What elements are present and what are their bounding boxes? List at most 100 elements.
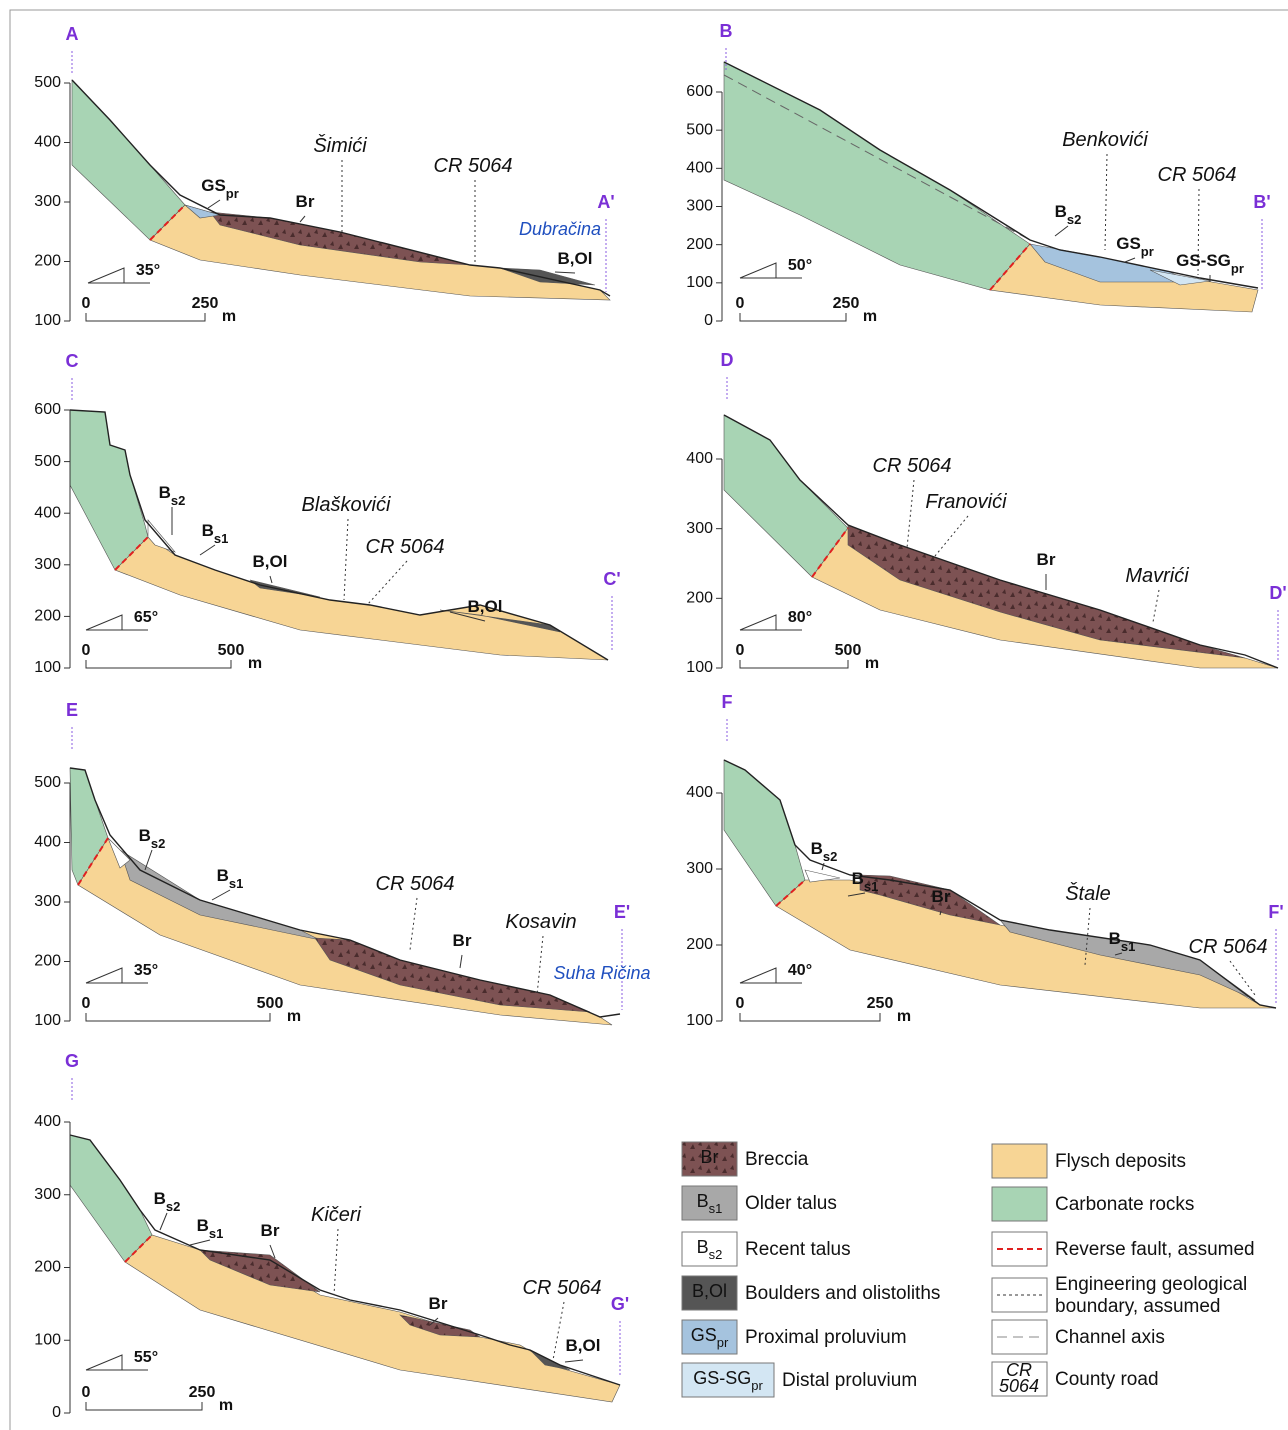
label-unit: Bs2 (1055, 202, 1082, 226)
y-tick-label: 400 (34, 834, 61, 851)
label-unit-main: B,Ol (566, 1336, 601, 1355)
slope-angle: 40° (788, 962, 812, 979)
y-tick-label: 400 (34, 504, 61, 521)
label-place: CR 5064 (434, 155, 513, 177)
label-unit-main: Br (453, 931, 472, 950)
label-place-main: Šimići (313, 134, 367, 157)
y-tick-label: 200 (686, 590, 713, 607)
y-tick-label: 100 (34, 1012, 61, 1029)
label-place-main: Kičeri (311, 1204, 362, 1226)
legend-label: Older talus (745, 1193, 837, 1214)
y-tick-label: 100 (686, 659, 713, 676)
y-tick-label: 0 (52, 1404, 61, 1421)
legend-symbol-main: B (697, 1191, 709, 1211)
label-unit: Bs1 (217, 866, 244, 890)
section-end: A' (597, 192, 614, 212)
scale-unit: m (248, 655, 262, 672)
scale-length: 250 (833, 295, 860, 312)
legend-symbol: B,Ol (692, 1281, 727, 1301)
y-tick-label: 200 (34, 1259, 61, 1276)
leader (334, 1229, 338, 1295)
layer (724, 760, 805, 906)
leader (565, 1360, 583, 1362)
section-end: E' (614, 902, 630, 922)
scale-length: 250 (192, 295, 219, 312)
label-unit: B,Ol (468, 597, 503, 616)
label-unit-main: B (139, 826, 151, 845)
legend-symbol-main: Br (701, 1147, 719, 1167)
legend-symbol-sub: pr (717, 1335, 729, 1350)
label-unit-main: B (154, 1189, 166, 1208)
section-start: D (721, 350, 734, 370)
label-place: CR 5064 (1158, 164, 1237, 186)
y-tick-label: 500 (686, 121, 713, 138)
y-tick-label: 100 (34, 1331, 61, 1348)
legend-swatch (992, 1144, 1047, 1178)
section-start: C (66, 351, 79, 371)
scale-zero: 0 (82, 295, 91, 312)
label-unit-main: B,Ol (558, 249, 593, 268)
label-place-main: CR 5064 (873, 455, 952, 477)
label-place: Štale (1065, 882, 1111, 905)
label-place: CR 5064 (366, 536, 445, 558)
scale-bar (740, 660, 848, 668)
y-tick-label: 500 (34, 774, 61, 791)
label-unit-main: B (197, 1216, 209, 1235)
section-start: F (722, 692, 733, 712)
y-tick-label: 400 (34, 1113, 61, 1130)
section-end: C' (603, 569, 620, 589)
y-tick-label: 200 (34, 608, 61, 625)
scale-bar (86, 1013, 270, 1021)
leader (145, 850, 152, 870)
label-unit: B,Ol (253, 552, 288, 571)
y-tick-label: 500 (34, 453, 61, 470)
legend-symbol-main: GS-SG (693, 1368, 751, 1388)
label-unit-sub: s1 (214, 531, 228, 546)
scale-zero: 0 (736, 295, 745, 312)
y-tick-label: 400 (686, 450, 713, 467)
label-unit-main: Br (261, 1221, 280, 1240)
leader (460, 955, 462, 968)
section-end: D' (1269, 583, 1286, 603)
label-water: Dubračina (519, 219, 601, 239)
y-tick-label: 300 (34, 193, 61, 210)
label-unit: Bs2 (139, 826, 166, 850)
label-unit-sub: pr (1231, 261, 1244, 276)
legend-symbol-sub: s1 (709, 1201, 723, 1216)
legend-label: Engineering geological (1055, 1274, 1247, 1295)
slope-angle: 35° (134, 962, 158, 979)
leader (1105, 154, 1107, 250)
leader (1153, 590, 1159, 622)
legend-swatch (992, 1187, 1047, 1221)
legend-symbol-main: GS (691, 1325, 717, 1345)
label-unit-main: GS (201, 176, 226, 195)
y-tick-label: 200 (34, 253, 61, 270)
label-place-main: CR 5064 (1189, 936, 1268, 958)
scale-length: 500 (835, 642, 862, 659)
layer (125, 1235, 620, 1402)
scale-unit: m (897, 1008, 911, 1025)
label-unit-main: B,Ol (253, 552, 288, 571)
y-tick-label: 100 (34, 312, 61, 329)
y-tick-label: 400 (686, 784, 713, 801)
y-tick-label: 0 (704, 312, 713, 329)
label-place-main: Mavrići (1125, 565, 1189, 587)
label-place: Benkovići (1062, 129, 1148, 151)
label-place-main: Benkovići (1062, 129, 1148, 151)
label-unit-main: B (1109, 929, 1121, 948)
y-tick-label: 300 (686, 520, 713, 537)
label-unit-main: B (811, 839, 823, 858)
label-unit-sub: pr (226, 186, 239, 201)
label-unit-sub: s1 (1121, 939, 1135, 954)
leader (1055, 226, 1068, 236)
legend-symbol-sub: s2 (709, 1247, 723, 1262)
y-tick-label: 600 (686, 83, 713, 100)
label-unit-main: GS (1116, 234, 1141, 253)
label-unit: Br (453, 931, 472, 950)
label-unit-main: B (852, 869, 864, 888)
label-unit: Bs1 (202, 521, 229, 545)
label-unit-main: Br (429, 1294, 448, 1313)
y-tick-label: 200 (686, 236, 713, 253)
label-unit-main: B (1055, 202, 1067, 221)
y-tick-label: 300 (686, 198, 713, 215)
